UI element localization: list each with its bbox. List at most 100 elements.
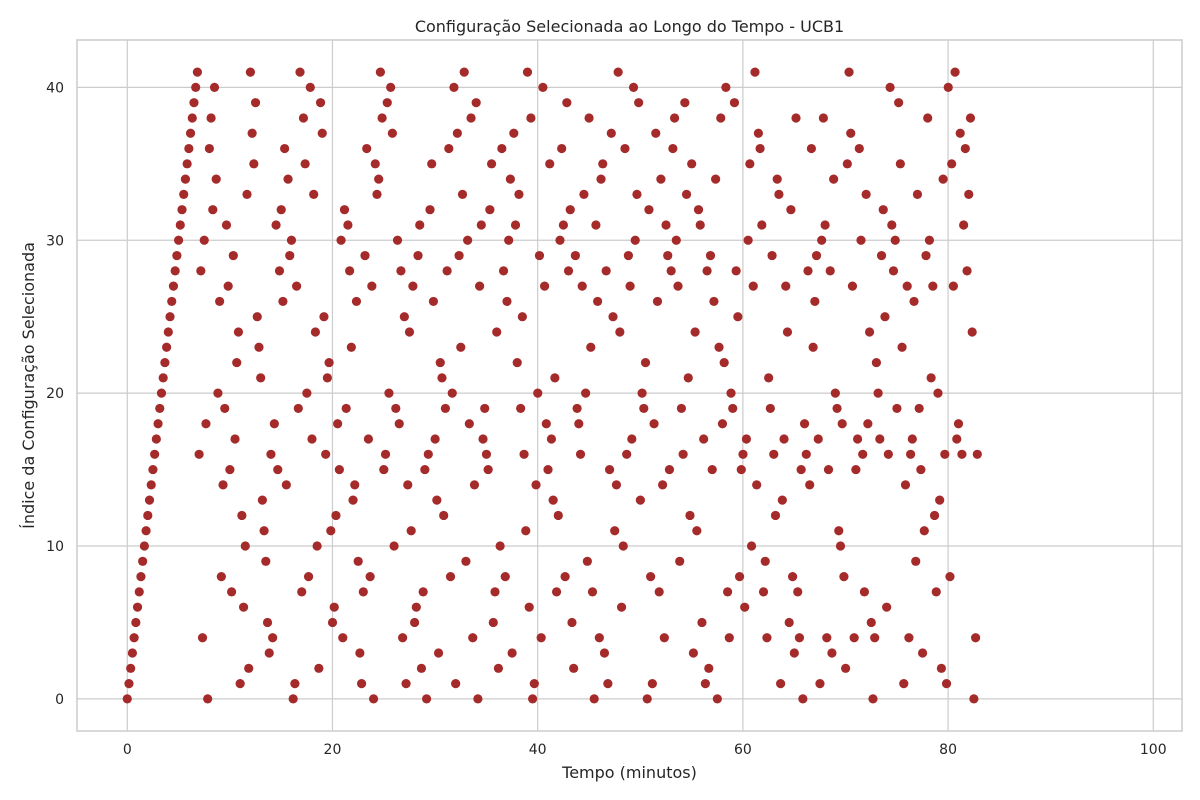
data-point [165, 312, 175, 322]
data-point [596, 174, 606, 184]
data-point [481, 449, 492, 459]
data-point [589, 694, 599, 704]
data-point [852, 434, 863, 444]
data-point [235, 679, 245, 689]
data-point [637, 388, 647, 398]
data-point [517, 312, 527, 322]
data-point [206, 113, 216, 123]
data-point [933, 388, 943, 398]
data-point [546, 434, 557, 444]
data-point [784, 617, 794, 628]
data-point [493, 663, 504, 673]
data-point [553, 510, 563, 521]
data-point [634, 98, 644, 108]
data-point [507, 648, 517, 658]
data-point [557, 143, 567, 154]
data-point [606, 128, 616, 138]
data-point [591, 220, 601, 230]
data-point [813, 434, 823, 444]
data-point [646, 572, 656, 582]
data-point [577, 281, 587, 291]
data-point [139, 541, 149, 551]
data-point [796, 464, 806, 475]
data-point [971, 633, 981, 643]
data-point [478, 434, 488, 444]
data-point [466, 113, 476, 123]
data-point [278, 296, 288, 307]
data-point [187, 113, 197, 123]
data-point [454, 250, 464, 261]
data-point [630, 235, 640, 245]
data-point [391, 403, 401, 414]
data-point [124, 679, 134, 689]
data-point [764, 373, 774, 383]
data-point [786, 205, 796, 215]
data-point [163, 327, 173, 337]
data-point [461, 556, 471, 566]
data-point [432, 495, 442, 505]
data-point [574, 419, 584, 429]
data-point [663, 250, 673, 261]
data-point [196, 266, 206, 276]
data-point [372, 189, 382, 199]
data-point [336, 235, 346, 245]
data-point [276, 205, 286, 215]
data-point [817, 235, 827, 245]
data-point [593, 296, 603, 307]
data-point [240, 541, 250, 551]
data-point [280, 143, 290, 154]
data-point [353, 556, 363, 566]
data-point [594, 633, 604, 643]
x-axis-ticks: 0 20 40 60 80 100 [123, 742, 1167, 758]
data-point [531, 480, 541, 490]
data-point [911, 556, 921, 566]
data-point [822, 633, 832, 643]
data-point [808, 342, 818, 352]
data-point [731, 266, 741, 276]
data-point [343, 220, 353, 230]
data-point [733, 312, 743, 322]
data-point [348, 495, 358, 505]
data-point [823, 464, 834, 475]
data-point [172, 250, 182, 261]
data-point [582, 556, 592, 566]
data-point [776, 679, 786, 689]
data-point [919, 526, 929, 536]
data-point [300, 159, 310, 169]
data-point [245, 67, 256, 77]
data-point [692, 526, 702, 536]
data-point [700, 679, 710, 689]
data-point [410, 617, 420, 628]
data-point [529, 679, 539, 689]
data-point [521, 526, 531, 536]
data-point [413, 250, 423, 261]
data-point [232, 357, 242, 368]
data-point [536, 633, 546, 643]
data-point [374, 174, 384, 184]
data-point [581, 388, 591, 398]
data-point [522, 67, 533, 77]
data-point [555, 235, 565, 245]
data-point [789, 648, 799, 658]
data-point [711, 174, 721, 184]
data-point [844, 67, 854, 77]
data-point [433, 648, 444, 658]
data-point [177, 205, 187, 215]
data-point [286, 235, 297, 245]
data-point [421, 694, 432, 704]
data-point [948, 281, 958, 291]
y-tick-label: 20 [46, 386, 64, 402]
data-point [887, 220, 897, 230]
data-point [551, 587, 562, 597]
data-point [191, 82, 201, 92]
data-point [192, 67, 202, 77]
data-point [182, 159, 192, 169]
data-point [681, 189, 692, 199]
data-point [524, 602, 534, 612]
data-point [897, 342, 907, 352]
data-point [647, 679, 657, 689]
data-point [317, 128, 327, 138]
data-point [610, 526, 620, 536]
data-point [639, 403, 649, 414]
data-point [396, 266, 406, 276]
